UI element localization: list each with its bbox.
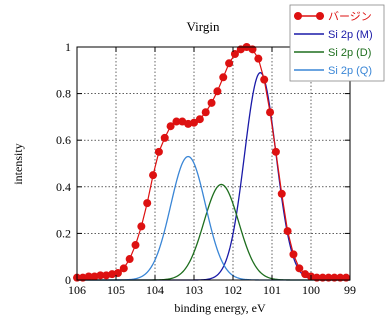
y-tick-label: 1: [65, 40, 71, 54]
series-si-2p-q-line: [77, 155, 350, 281]
data-point: [225, 59, 234, 68]
y-tick-label: 0.4: [56, 180, 71, 194]
data-point: [149, 171, 158, 180]
legend-box: [289, 4, 385, 82]
data-point: [254, 54, 263, 63]
x-tick-label: 103: [185, 283, 203, 297]
x-tick-label: 102: [224, 283, 242, 297]
plot-frame: [76, 46, 351, 281]
data-point: [195, 115, 204, 124]
data-point: [289, 250, 298, 259]
x-tick-label: 105: [107, 283, 125, 297]
legend-marker: [294, 12, 302, 20]
y-tick-label: 0.6: [56, 133, 71, 147]
y-tick-label: 0: [65, 273, 71, 287]
legend-label: バージン: [328, 10, 372, 23]
grid: [77, 47, 350, 280]
data-point: [219, 73, 228, 82]
data-point: [84, 272, 93, 281]
data-point: [295, 264, 304, 273]
legend-label: Si 2p (Q): [328, 65, 372, 77]
legend-label: Si 2p (D): [328, 47, 371, 59]
y-axis-label: intensity: [11, 143, 25, 184]
y-tick-label: 0.8: [56, 87, 71, 101]
x-tick-label: 104: [146, 283, 164, 297]
chart-title: Virgin: [187, 19, 220, 34]
legend: バージン Si 2p (M) Si 2p (D) Si 2p (Q): [289, 4, 385, 82]
data-point: [137, 222, 146, 231]
legend-marker: [316, 12, 324, 20]
data-point: [271, 147, 280, 156]
x-tick-label: 101: [263, 283, 281, 297]
series-si-2p-d-line: [77, 183, 350, 281]
y-tick-label: 0.2: [56, 226, 71, 240]
data-point: [207, 98, 216, 107]
data-point: [160, 133, 169, 142]
x-tick-label: 106: [68, 283, 86, 297]
data-point: [283, 227, 292, 236]
x-tick-label: 99: [344, 283, 356, 297]
data-point: [277, 189, 286, 198]
data-point: [125, 255, 134, 264]
data-point: [190, 118, 198, 127]
data-point: [266, 108, 275, 117]
data-point: [154, 147, 163, 156]
data-point: [131, 241, 140, 250]
data-point: [213, 87, 222, 96]
data-point: [172, 117, 181, 126]
data-point: [201, 108, 210, 117]
x-axis-label: binding energy, eV: [174, 301, 266, 315]
data-point: [166, 122, 175, 131]
legend-label: Si 2p (M): [328, 29, 373, 41]
series-virgin-line: [77, 46, 347, 279]
data-point: [119, 264, 128, 273]
data-point: [260, 75, 269, 84]
data-point: [143, 199, 152, 208]
data-point: [96, 271, 105, 280]
x-tick-label: 100: [302, 283, 320, 297]
